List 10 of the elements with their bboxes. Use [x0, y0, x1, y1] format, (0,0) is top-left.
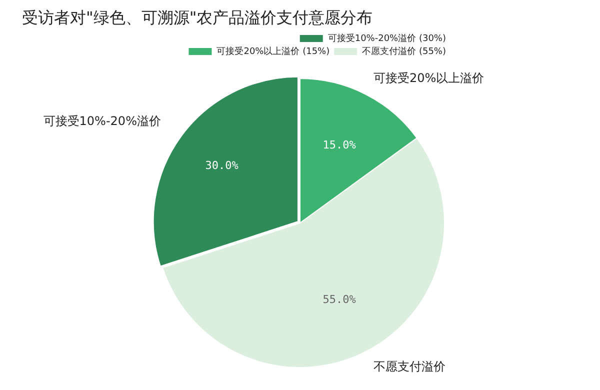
legend-label: 不愿支付溢价 (55%) [362, 46, 446, 57]
data-label: 55.0% [322, 293, 356, 306]
text: 不愿支付溢价 [373, 359, 446, 374]
data-label: 15.0% [322, 138, 356, 152]
chart-title: 受访者对"绿色、可溯源"农产品溢价支付意愿分布 [22, 8, 373, 29]
legend-label: 可接受20%以上溢价 (15%) [216, 46, 330, 57]
legend-label: 可接受10%-20%溢价 (30%) [328, 32, 446, 44]
data-label: 30.0% [205, 159, 239, 172]
text: 可接受20%以上溢价 [373, 70, 484, 85]
text: 可接受10%-20%溢价 [43, 114, 161, 128]
